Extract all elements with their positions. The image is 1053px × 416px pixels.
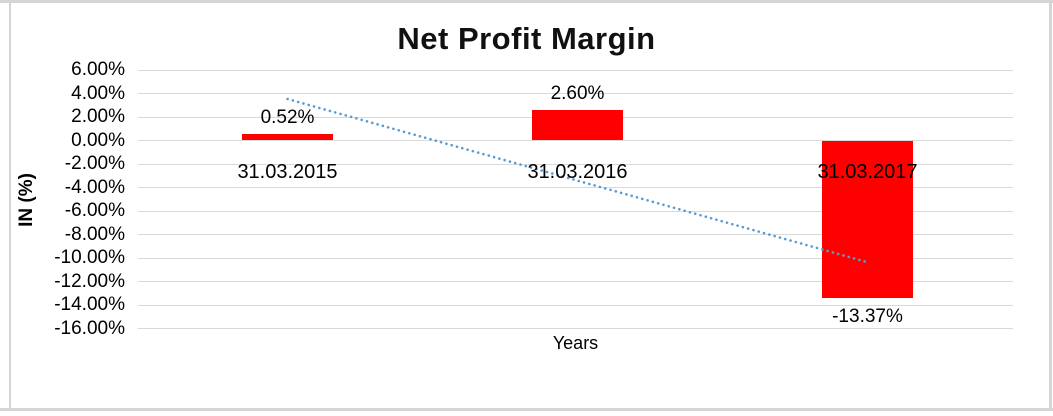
y-tick-label: -6.00% xyxy=(64,200,125,221)
frame-border-bottom xyxy=(0,408,1053,411)
y-tick-label: 2.00% xyxy=(71,106,125,127)
y-tick-label: -8.00% xyxy=(64,223,125,245)
y-tick-label: 4.00% xyxy=(71,82,125,104)
value-label: 2.60% xyxy=(550,82,605,104)
y-tick-label: -2.00% xyxy=(64,153,125,174)
gridline xyxy=(138,304,1013,306)
x-axis-title: Years xyxy=(552,333,599,353)
y-tick-label: -4.00% xyxy=(64,176,125,198)
frame-border-top xyxy=(0,0,1053,3)
chart-title: Net Profit Margin xyxy=(397,21,656,56)
value-label: 0.52% xyxy=(260,107,315,129)
frame-border-left xyxy=(9,2,11,409)
category-label: 31.03.2017 xyxy=(817,161,918,183)
y-tick-label: -12.00% xyxy=(54,270,125,292)
gridline xyxy=(138,281,1013,282)
gridline xyxy=(138,328,1013,329)
gridline xyxy=(138,69,1013,71)
value-label: -13.37% xyxy=(832,305,903,327)
gridline xyxy=(138,93,1013,94)
y-tick-label: -14.00% xyxy=(54,294,125,315)
y-tick-label: -10.00% xyxy=(54,247,125,268)
y-axis-title: IN (%) xyxy=(16,173,37,227)
y-tick-label: -16.00% xyxy=(54,317,125,339)
category-label: 31.03.2015 xyxy=(237,161,338,183)
y-tick-label: 0.00% xyxy=(71,129,125,151)
frame-border-right xyxy=(1049,2,1052,409)
y-tick-label: 6.00% xyxy=(71,59,125,80)
category-label: 31.03.2016 xyxy=(527,161,628,183)
